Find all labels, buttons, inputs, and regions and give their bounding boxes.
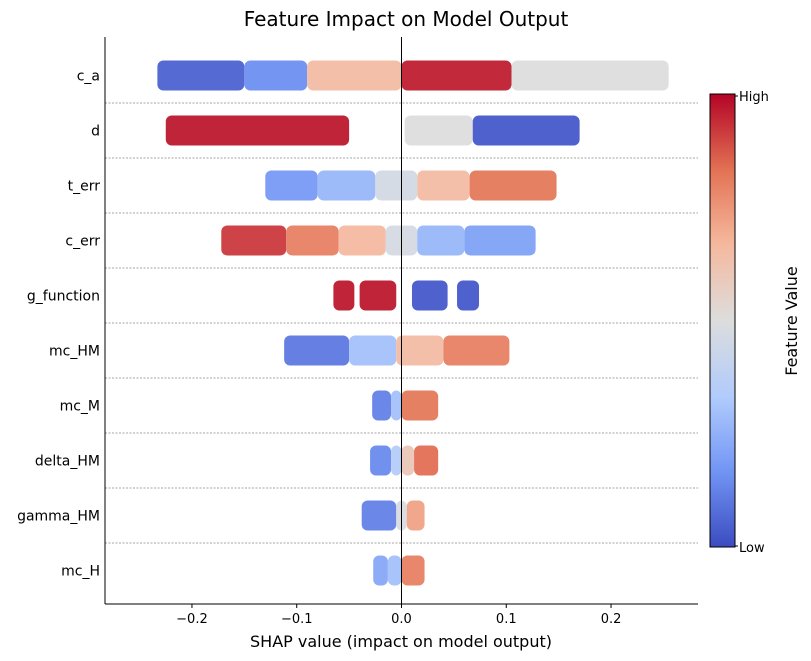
feature-row-mc_HM (284, 335, 510, 366)
x-tick-label: 0.0 (391, 612, 412, 627)
colorbar-low-label: Low (739, 541, 765, 556)
row-separators (105, 102, 698, 544)
shap-points-segment (338, 225, 386, 256)
feature-label: c_a (77, 69, 100, 85)
shap-points-segment (372, 390, 392, 421)
feature-label: c_err (65, 234, 100, 250)
x-ticks: −0.2 −0.1 0.0 0.1 0.2 (176, 604, 621, 627)
feature-labels: c_ad t_err c_err g_function mc_HM mc_M delta_H… (17, 69, 100, 580)
x-tick-label: 0.2 (601, 612, 622, 627)
feature-row-c_a (157, 60, 669, 91)
shap-points-segment (401, 60, 512, 91)
shap-points-segment (401, 445, 415, 476)
colorbar (709, 93, 736, 548)
feature-row-delta_HM (370, 445, 439, 476)
shap-points-segment (417, 170, 470, 201)
feature-row-mc_H (373, 555, 425, 586)
shap-points-segment (464, 225, 536, 256)
shap-points-segment (307, 60, 402, 91)
shap-points-segment (417, 225, 465, 256)
feature-label: mc_H (61, 564, 100, 580)
feature-row-t_err (265, 170, 557, 201)
shap-points-segment (391, 445, 402, 476)
shap-points-segment (396, 335, 444, 366)
feature-row-c_err (221, 225, 536, 256)
x-axis-title: SHAP value (impact on model output) (250, 632, 552, 651)
feature-label: t_err (68, 179, 101, 195)
colorbar-high-label: High (739, 90, 769, 105)
shap-points-segment (443, 335, 510, 366)
shap-points-segment (359, 280, 397, 311)
feature-row-g_function (333, 280, 480, 311)
shap-points-segment (373, 555, 388, 586)
shap-points-segment (401, 555, 425, 586)
x-tick-label: −0.1 (281, 612, 313, 627)
shap-points-segment (221, 225, 287, 256)
shap-points-segment (361, 500, 397, 531)
shap-points-segment (406, 500, 425, 531)
feature-row-gamma_HM (361, 500, 425, 531)
feature-label: d (91, 124, 100, 140)
shap-points-segment (375, 170, 418, 201)
feature-label: mc_HM (49, 344, 100, 360)
shap-points-segment (404, 115, 473, 146)
x-tick-label: 0.1 (496, 612, 517, 627)
shap-points-segment (387, 555, 402, 586)
chart-title: Feature Impact on Model Output (244, 7, 569, 31)
feature-label: g_function (27, 289, 100, 305)
feature-row-mc_M (372, 390, 439, 421)
shap-points-segment (317, 170, 376, 201)
shap-points-segment (244, 60, 308, 91)
shap-points-segment (511, 60, 669, 91)
shap-points-segment (411, 280, 448, 311)
shap-points-segment (391, 390, 402, 421)
shap-points-segment (414, 445, 439, 476)
feature-label: delta_HM (35, 454, 100, 470)
feature-label: gamma_HM (17, 509, 100, 525)
colorbar-title: Feature Value (782, 266, 801, 375)
shap-points-segment (370, 445, 392, 476)
shap-points-segment (469, 170, 557, 201)
shap-points-segment (286, 225, 339, 256)
shap-points-segment (157, 60, 245, 91)
shap-points-segment (265, 170, 318, 201)
shap-points-segment (472, 115, 580, 146)
shap-points-segment (349, 335, 397, 366)
shap-points-segment (333, 280, 355, 311)
feature-bands (157, 60, 669, 586)
feature-row-d (165, 115, 580, 146)
x-tick-label: −0.2 (176, 612, 208, 627)
shap-points-segment (165, 115, 350, 146)
feature-label: mc_M (60, 399, 100, 415)
shap-points-segment (457, 280, 480, 311)
shap-points-segment (284, 335, 350, 366)
shap-points-segment (401, 390, 439, 421)
